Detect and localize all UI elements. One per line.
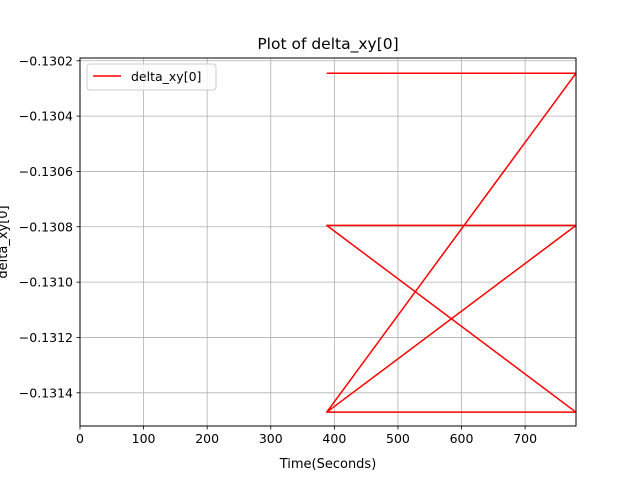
- x-axis-ticks: 0 100 200 300 400 500 600 700: [76, 426, 537, 446]
- series-line: [325, 72, 577, 413]
- y-tick-label: −0.1314: [19, 385, 73, 400]
- y-tick-label: −0.1306: [19, 164, 73, 179]
- legend: delta_xy[0]: [86, 63, 217, 91]
- x-tick-label: 300: [259, 431, 283, 446]
- y-tick-label: −0.1310: [19, 275, 73, 290]
- y-tick-label: −0.1308: [19, 219, 73, 234]
- y-tick-label: −0.1304: [19, 109, 73, 124]
- plot-frame: [79, 57, 577, 427]
- x-tick-label: 0: [76, 431, 84, 446]
- x-tick-label: 200: [195, 431, 219, 446]
- y-axis-label: delta_xy[0]: [0, 205, 11, 278]
- legend-box: [86, 63, 217, 91]
- legend-label: delta_xy[0]: [131, 69, 201, 84]
- x-tick-label: 500: [386, 431, 410, 446]
- x-axis-label: Time(Seconds): [279, 457, 377, 472]
- x-tick-label: 400: [322, 431, 346, 446]
- y-axis-ticks: −0.1302 −0.1304 −0.1306 −0.1308 −0.1310 −0.13…: [19, 53, 80, 400]
- x-tick-label: 700: [513, 431, 537, 446]
- plot-series: [325, 72, 577, 413]
- grid: [79, 58, 576, 426]
- chart-title: Plot of delta_xy[0]: [257, 35, 398, 54]
- y-tick-label: −0.1312: [19, 330, 73, 345]
- x-tick-label: 600: [450, 431, 474, 446]
- x-tick-label: 100: [132, 431, 156, 446]
- y-tick-label: −0.1302: [19, 53, 73, 68]
